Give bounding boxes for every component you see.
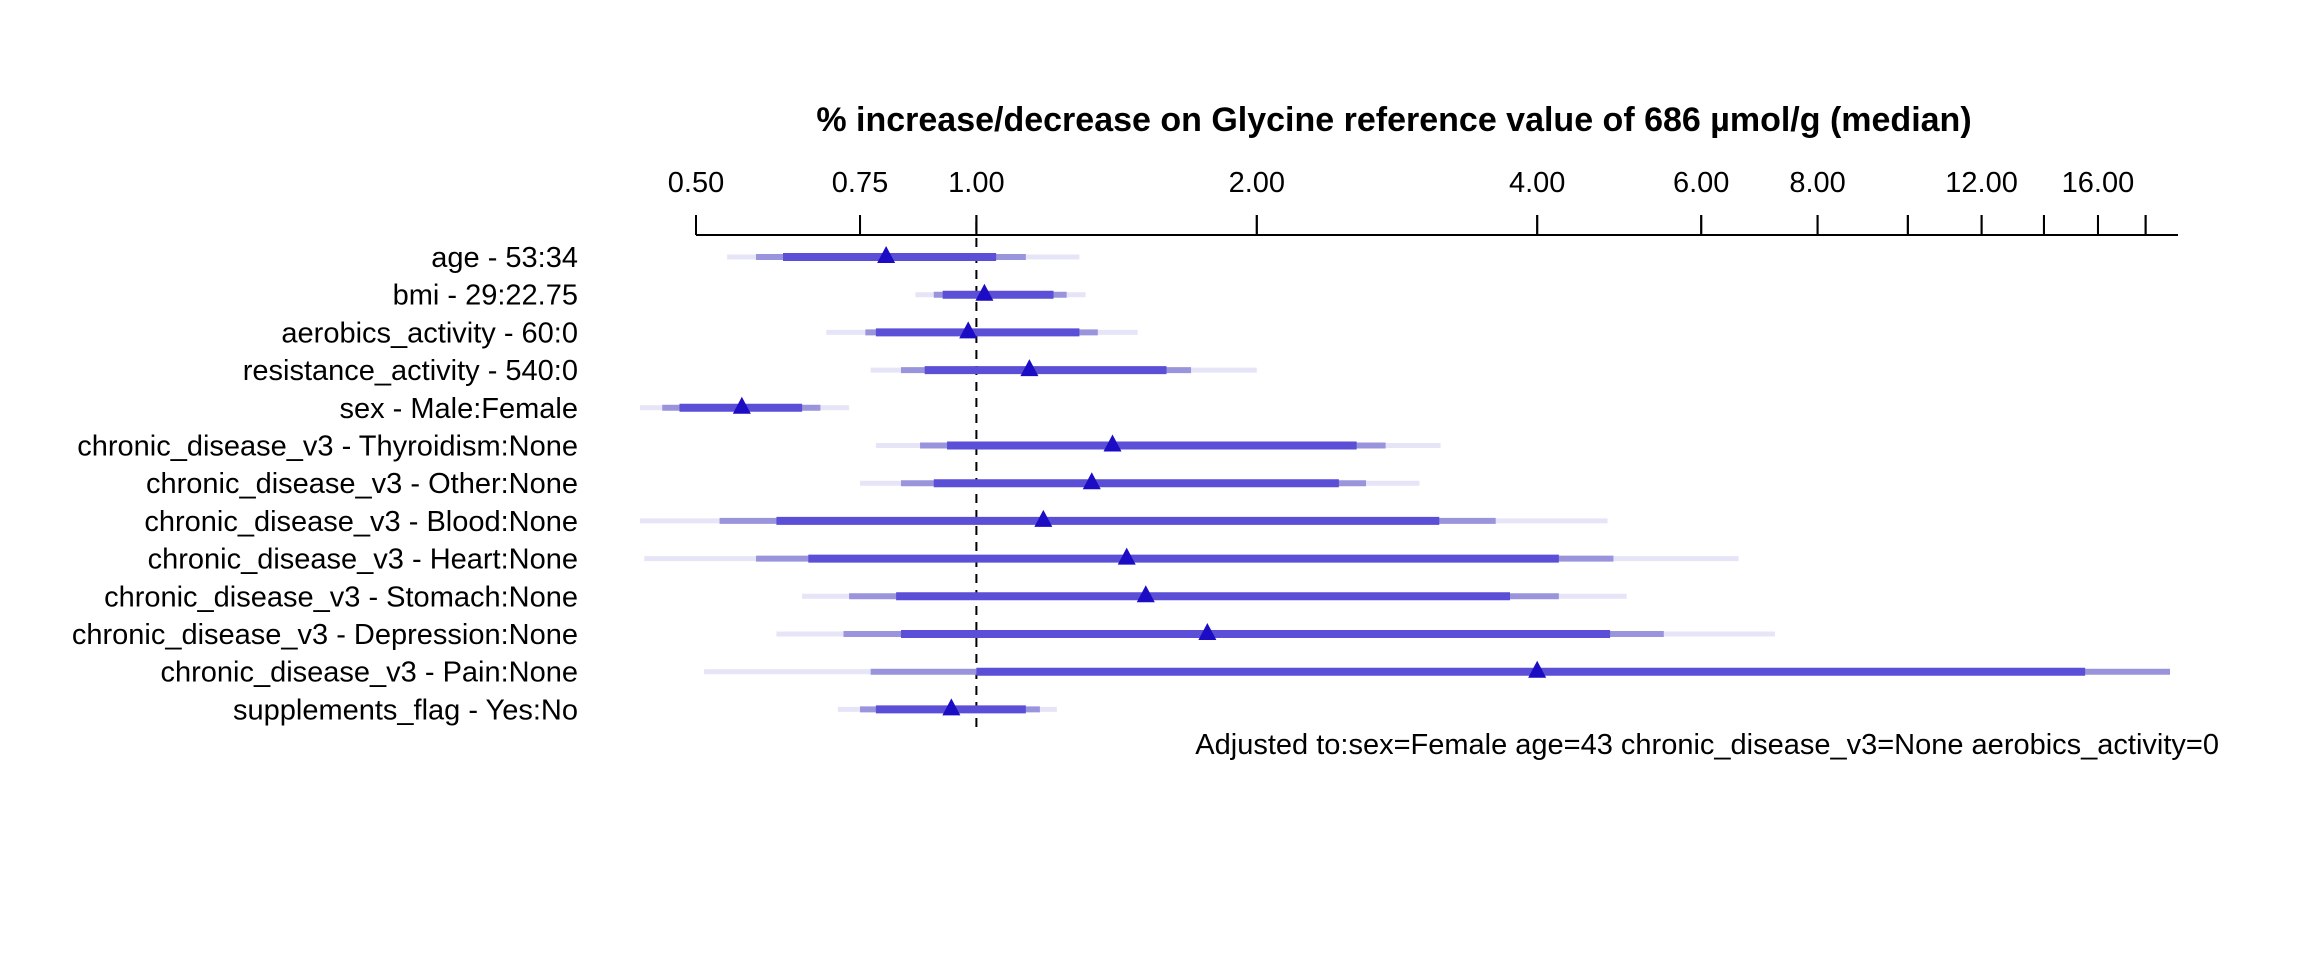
forest-row: resistance_activity - 540:0 — [243, 355, 1257, 387]
forest-row: age - 53:34 — [431, 242, 1080, 274]
forest-row: sex - Male:Female — [339, 393, 850, 425]
row-label: age - 53:34 — [431, 242, 578, 274]
forest-row: aerobics_activity - 60:0 — [281, 317, 1138, 349]
row-label: aerobics_activity - 60:0 — [281, 317, 578, 349]
x-tick-label: 8.00 — [1789, 167, 1845, 199]
estimate-point — [732, 396, 751, 414]
estimate-point — [1117, 547, 1136, 565]
estimate-point — [1020, 359, 1039, 377]
x-tick-label: 4.00 — [1509, 167, 1565, 199]
x-tick-label: 12.00 — [1945, 167, 2018, 199]
row-label: resistance_activity - 540:0 — [243, 355, 578, 387]
row-label: chronic_disease_v3 - Thyroidism:None — [77, 431, 578, 463]
x-tick-label: 16.00 — [2062, 167, 2135, 199]
rows: age - 53:34 bmi - 29:22.75 aerobics_activi… — [72, 242, 2170, 726]
estimate-point — [1198, 623, 1217, 640]
estimate-point — [1103, 434, 1122, 452]
row-label: chronic_disease_v3 - Other:None — [146, 468, 578, 500]
row-label: chronic_disease_v3 - Stomach:None — [104, 581, 578, 613]
forest-row: chronic_disease_v3 - Pain:None — [160, 657, 2170, 689]
forest-row: chronic_disease_v3 - Other:None — [146, 468, 1420, 500]
row-label: chronic_disease_v3 - Heart:None — [148, 544, 578, 576]
forest-row: chronic_disease_v3 - Stomach:None — [104, 581, 1627, 613]
estimate-point — [1528, 660, 1547, 678]
forest-row: bmi - 29:22.75 — [393, 280, 1086, 312]
x-tick-label: 2.00 — [1229, 167, 1285, 199]
forest-row: chronic_disease_v3 - Heart:None — [148, 544, 1739, 576]
x-tick-label: 0.50 — [668, 167, 724, 199]
row-label: chronic_disease_v3 - Depression:None — [72, 619, 578, 651]
row-label: chronic_disease_v3 - Pain:None — [160, 657, 578, 689]
forest-row: chronic_disease_v3 - Depression:None — [72, 619, 1775, 651]
estimate-point — [942, 698, 961, 716]
x-tick-label: 0.75 — [832, 167, 888, 199]
adjustment-note: Adjusted to:sex=Female age=43 chronic_di… — [1195, 729, 2219, 761]
forest-row: supplements_flag - Yes:No — [233, 694, 1057, 726]
x-tick-label: 1.00 — [948, 167, 1004, 199]
estimate-point — [1034, 509, 1053, 527]
estimate-point — [877, 246, 896, 263]
row-label: supplements_flag - Yes:No — [233, 694, 578, 726]
x-tick-label: 6.00 — [1673, 167, 1729, 199]
row-label: bmi - 29:22.75 — [393, 280, 578, 312]
chart-title: % increase/decrease on Glycine reference… — [816, 101, 1971, 139]
estimate-point — [959, 321, 978, 339]
estimate-point — [1136, 585, 1155, 603]
forest-row: chronic_disease_v3 - Blood:None — [144, 506, 1608, 538]
estimate-point — [975, 283, 994, 301]
forest-row: chronic_disease_v3 - Thyroidism:None — [77, 431, 1441, 463]
x-axis: 0.50 0.75 1.00 2.00 4.00 6.00 8.00 12.00 16.00 — [668, 167, 2178, 236]
row-label: sex - Male:Female — [339, 393, 578, 425]
estimate-point — [1082, 472, 1101, 490]
row-label: chronic_disease_v3 - Blood:None — [144, 506, 578, 538]
